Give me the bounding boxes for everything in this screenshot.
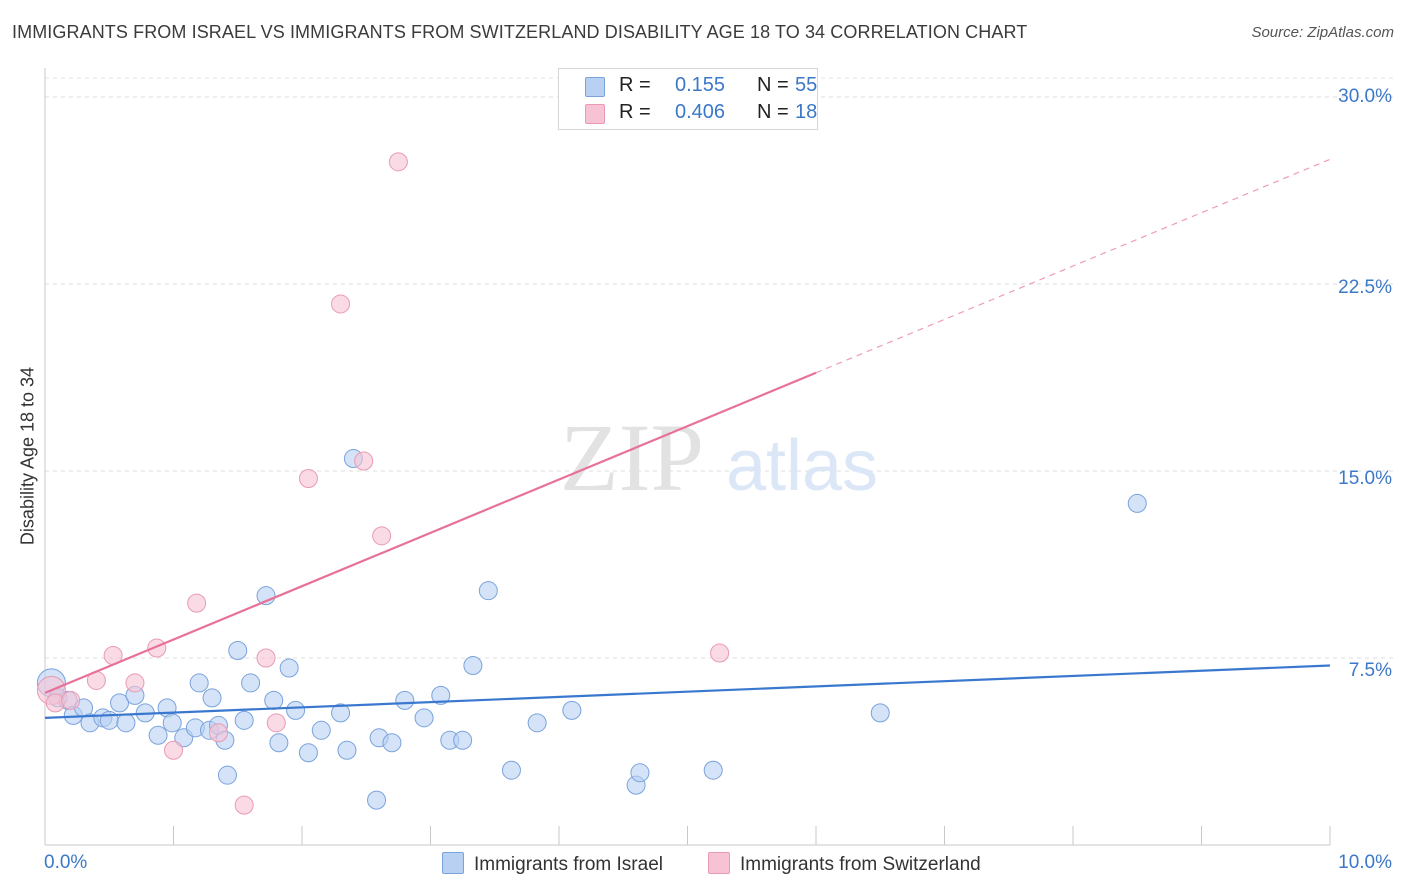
legend-r-value-switzerland: 0.406 — [674, 101, 726, 123]
point-israel — [148, 725, 168, 745]
legend-n-label: N = — [757, 101, 789, 123]
point-israel — [703, 760, 723, 780]
point-israel — [286, 700, 306, 720]
gridlines — [45, 77, 1395, 659]
legend-r-label: R = — [619, 101, 651, 123]
trend-line-extension-switzerland — [815, 158, 1331, 374]
point-switzerland — [208, 723, 228, 743]
point-switzerland — [234, 795, 254, 815]
point-israel — [269, 733, 289, 753]
legend-r-label: R = — [619, 74, 651, 96]
bottom-legend-switzerland: Immigrants from Switzerland — [708, 852, 981, 876]
point-israel — [463, 655, 483, 675]
legend-n-value-israel: 55 — [795, 74, 818, 96]
point-switzerland — [298, 468, 318, 488]
point-israel — [110, 693, 130, 713]
point-switzerland — [331, 294, 351, 314]
point-israel — [1127, 493, 1147, 513]
point-israel — [202, 688, 222, 708]
point-israel — [337, 740, 357, 760]
chart-title: IMMIGRANTS FROM ISRAEL VS IMMIGRANTS FRO… — [12, 22, 1028, 42]
watermark-atlas: atlas — [726, 426, 878, 506]
bottom-legend-israel: Immigrants from Israel — [442, 852, 663, 876]
legend-swatch-switzerland — [585, 104, 605, 124]
source-label: Source: ZipAtlas.com — [1251, 24, 1394, 41]
y-tick-label-7-5: 7.5% — [1348, 660, 1392, 681]
point-israel — [382, 733, 402, 753]
legend-n-label: N = — [757, 74, 789, 96]
point-switzerland — [266, 713, 286, 733]
legend-n-value-switzerland: 18 — [795, 101, 818, 123]
y-tick-label-22-5: 22.5% — [1338, 277, 1392, 298]
series-switzerland-points — [36, 152, 730, 815]
point-switzerland — [388, 152, 408, 172]
point-israel — [527, 713, 547, 733]
point-switzerland — [125, 673, 145, 693]
point-israel — [431, 685, 451, 705]
point-israel — [870, 703, 890, 723]
axes — [44, 68, 1331, 846]
point-israel — [162, 713, 182, 733]
point-switzerland — [187, 593, 207, 613]
legend-r-value-israel: 0.155 — [674, 74, 726, 96]
correlation-legend: R = 0.155 N = 55 R = 0.406 N = 18 — [558, 68, 818, 130]
point-israel — [311, 720, 331, 740]
bottom-legend-label-israel: Immigrants from Israel — [474, 854, 663, 875]
point-israel — [478, 581, 498, 601]
point-israel — [228, 641, 248, 661]
bottom-legend-swatch-israel — [442, 852, 464, 874]
point-switzerland — [354, 451, 374, 471]
point-israel — [189, 673, 209, 693]
point-israel — [501, 760, 521, 780]
point-israel — [367, 790, 387, 810]
point-switzerland — [61, 690, 81, 710]
bottom-legend-swatch-switzerland — [708, 852, 730, 874]
x-min-label: 0.0% — [44, 852, 88, 873]
point-israel — [241, 673, 261, 693]
trend-line-israel — [44, 664, 1331, 719]
point-israel — [116, 713, 136, 733]
trend-line-switzerland — [44, 371, 817, 694]
trend-lines — [44, 158, 1331, 719]
point-switzerland — [710, 643, 730, 663]
point-israel — [298, 743, 318, 763]
y-tick-label-15: 15.0% — [1338, 468, 1392, 489]
y-tick-label-30: 30.0% — [1338, 86, 1392, 107]
point-israel — [279, 658, 299, 678]
point-switzerland — [372, 526, 392, 546]
y-axis-title: Disability Age 18 to 34 — [17, 366, 38, 546]
point-israel — [453, 730, 473, 750]
legend-swatch-israel — [585, 77, 605, 97]
point-switzerland — [164, 740, 183, 760]
bottom-legend-label-switzerland: Immigrants from Switzerland — [740, 854, 981, 875]
point-israel — [562, 700, 582, 720]
x-max-label: 10.0% — [1338, 852, 1392, 873]
point-israel — [414, 708, 434, 728]
point-israel — [395, 690, 415, 710]
point-israel — [234, 710, 254, 730]
point-switzerland — [256, 648, 276, 668]
point-israel — [217, 765, 237, 785]
point-israel — [264, 690, 284, 710]
point-israel — [331, 703, 351, 723]
watermark-zip: ZIP — [560, 404, 704, 511]
point-israel — [630, 763, 650, 783]
